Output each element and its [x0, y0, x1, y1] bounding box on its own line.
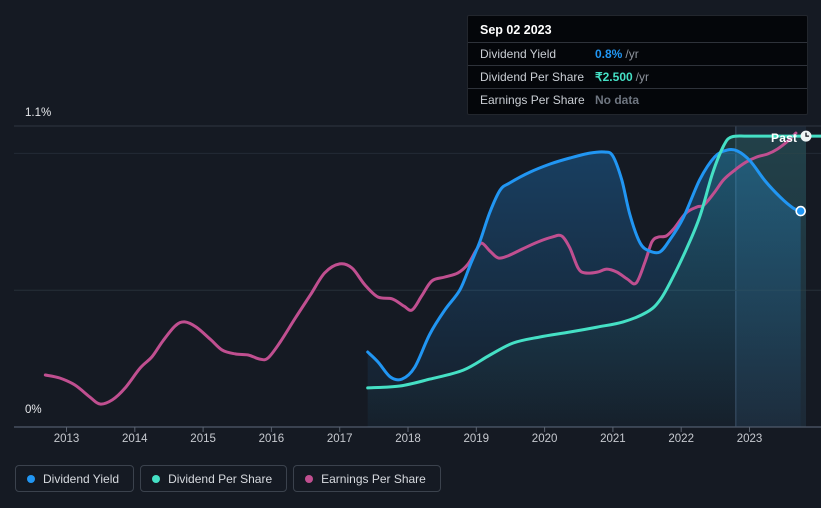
x-axis-label: 2023	[736, 433, 763, 445]
x-axis-label: 2019	[463, 433, 490, 445]
legend-label: Earnings Per Share	[321, 471, 426, 486]
tooltip-row-earnings-per-share: Earnings Per Share No data	[468, 88, 807, 111]
legend-item-earnings-per-share[interactable]: Earnings Per Share	[293, 465, 441, 492]
line-dividend-yield	[366, 147, 803, 382]
y-axis-max-label: 1.1%	[25, 107, 52, 119]
legend-label: Dividend Yield	[43, 471, 120, 486]
tooltip-date: Sep 02 2023	[480, 23, 552, 37]
legend-item-dividend-per-share[interactable]: Dividend Per Share	[140, 465, 288, 492]
tooltip-row-dividend-yield: Dividend Yield 0.8% /yr	[468, 42, 807, 65]
tooltip-row-value: No data	[595, 93, 640, 107]
x-axis-label: 2016	[258, 433, 285, 445]
tooltip-row-value: ₹2.500	[595, 70, 633, 84]
dividend-yield-end-marker	[795, 205, 807, 217]
x-axis-label: 2014	[122, 433, 148, 445]
x-axis-label: 2022	[668, 433, 694, 445]
clock-icon	[800, 130, 812, 142]
legend-item-dividend-yield[interactable]: Dividend Yield	[15, 465, 135, 492]
line-dividend-per-share	[366, 134, 821, 390]
x-axis-label: 2018	[395, 433, 421, 445]
tooltip-row-label: Dividend Per Share	[480, 70, 585, 84]
chart-legend: Dividend Yield Dividend Per Share Earnin…	[15, 465, 441, 492]
x-axis-label: 2020	[531, 433, 558, 445]
tooltip-row-value: 0.8%	[595, 47, 623, 61]
x-axis-label: 2013	[53, 433, 80, 445]
tooltip-row-label: Dividend Yield	[480, 47, 557, 61]
past-label: Past	[771, 131, 798, 145]
tooltip-row-dividend-per-share: Dividend Per Share ₹2.500 /yr	[468, 65, 807, 88]
dividend-per-share-color-dot	[152, 474, 161, 483]
tooltip-row-unit: /yr	[625, 47, 639, 61]
chart-tooltip: Sep 02 2023 Dividend Yield 0.8% /yr Divi…	[467, 15, 808, 115]
dividend-yield-color-dot	[27, 474, 35, 483]
earnings-per-share-color-dot	[305, 474, 314, 483]
x-axis-label: 2015	[190, 433, 216, 445]
x-axis-label: 2021	[600, 433, 626, 445]
y-axis-min-label: 0%	[25, 404, 42, 416]
area-dividend-per-share	[367, 135, 806, 427]
x-axis-label: 2017	[326, 433, 353, 445]
legend-label: Dividend Per Share	[168, 471, 273, 486]
tooltip-row-label: Earnings Per Share	[480, 93, 585, 107]
tooltip-row-unit: /yr	[635, 70, 650, 84]
